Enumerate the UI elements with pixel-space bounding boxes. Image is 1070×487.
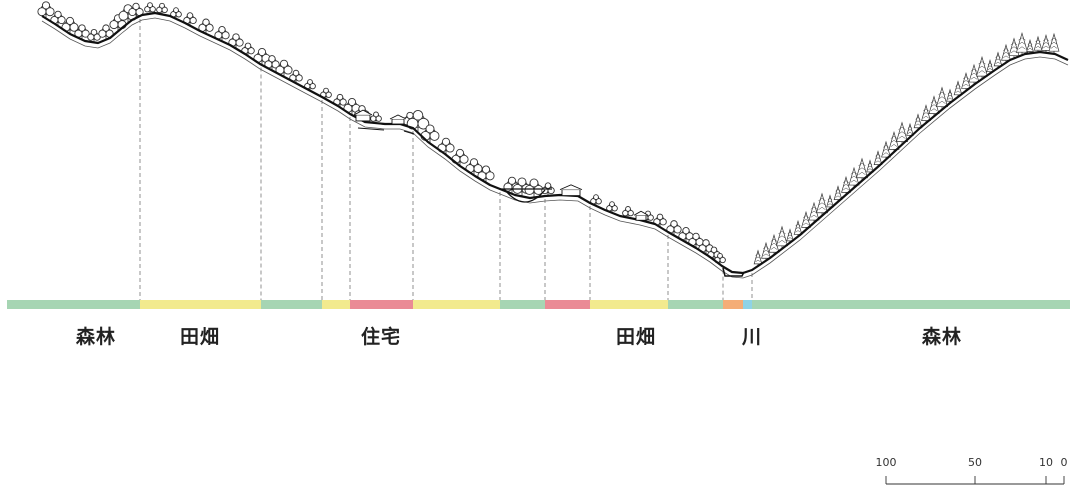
deciduous-tree-icon — [61, 16, 79, 34]
band-farmland-3 — [322, 300, 350, 309]
deciduous-tree-icon — [214, 26, 230, 42]
band-road-10 — [723, 300, 743, 309]
structures-layer — [353, 109, 745, 277]
deciduous-tree-icon — [183, 12, 197, 26]
conifer-tree-icon — [1041, 33, 1051, 53]
conifer-tree-icon — [841, 175, 851, 195]
band-river-11 — [743, 300, 752, 309]
scale-bar — [885, 476, 1065, 485]
conifer-tree-icon — [906, 122, 914, 138]
conifer-tree-icon — [968, 63, 980, 85]
conifer-tree-icon — [946, 88, 954, 103]
vegetation-layer — [37, 1, 1060, 266]
band-residential-7 — [545, 300, 590, 309]
label-residential: 住宅 — [360, 326, 402, 348]
arch-bridge-icon — [504, 189, 546, 203]
boundary-guide-lines — [139, 19, 753, 300]
house-icon — [389, 114, 407, 125]
conifer-tree-icon — [833, 185, 843, 202]
conifer-tree-icon — [1033, 35, 1043, 53]
conifer-tree-icon — [873, 150, 883, 167]
conifer-tree-icon — [1001, 43, 1011, 63]
conifer-tree-icon — [793, 219, 803, 237]
scale-tick-label-10: 10 — [1039, 456, 1053, 469]
terrace-line — [357, 127, 385, 131]
scale-tick-label-50: 50 — [968, 456, 982, 469]
river-channel-icon — [722, 267, 745, 277]
conifer-tree-icon — [921, 104, 931, 123]
band-forest-6 — [500, 300, 545, 309]
conifer-tree-icon — [753, 249, 763, 266]
deciduous-tree-icon — [253, 47, 271, 66]
terrain-profile-line — [41, 11, 1069, 275]
conifer-tree-icon — [928, 95, 940, 117]
conifer-tree-icon — [961, 71, 971, 91]
conifer-tree-icon — [768, 233, 780, 255]
deciduous-tree-icon — [170, 7, 182, 19]
deciduous-tree-icon — [370, 111, 382, 124]
conifer-tree-icon — [953, 80, 963, 97]
deciduous-tree-icon — [156, 2, 168, 15]
deciduous-tree-icon — [37, 1, 55, 19]
label-farmland-right: 田畑 — [615, 326, 657, 348]
deciduous-tree-icon — [698, 239, 714, 255]
conifer-tree-icon — [776, 225, 788, 249]
conifer-tree-icon — [881, 140, 891, 160]
conifer-tree-icon — [1016, 31, 1028, 56]
deciduous-tree-icon — [74, 24, 90, 40]
band-farmland-8 — [590, 300, 668, 309]
land-use-band-strip — [7, 300, 1070, 309]
conifer-tree-icon — [856, 157, 868, 181]
house-icon — [633, 210, 649, 221]
band-farmland-1 — [140, 300, 261, 309]
deciduous-tree-icon — [144, 2, 156, 14]
conifer-tree-icon — [993, 51, 1003, 68]
band-forest-0 — [7, 300, 140, 309]
terrain-underline — [41, 17, 1069, 279]
label-farmland-left: 田畑 — [179, 326, 221, 348]
deciduous-tree-icon — [228, 33, 244, 49]
conifer-tree-icon — [1026, 38, 1034, 54]
conifer-tree-icon — [936, 86, 948, 110]
label-forest-left: 森林 — [75, 326, 117, 348]
conifer-tree-icon — [896, 121, 908, 145]
band-residential-4 — [350, 300, 413, 309]
conifer-tree-icon — [1048, 32, 1060, 54]
scale-tick-label-100: 100 — [875, 456, 897, 469]
deciduous-tree-icon — [128, 2, 144, 18]
conifer-tree-icon — [976, 55, 988, 80]
deciduous-tree-icon — [590, 194, 602, 206]
deciduous-tree-icon — [451, 148, 469, 166]
band-forest-12 — [752, 300, 1070, 309]
conifer-tree-icon — [913, 113, 923, 130]
label-river: 川 — [741, 326, 763, 348]
house-icon — [353, 109, 373, 122]
conifer-tree-icon — [786, 228, 794, 243]
deciduous-tree-icon — [524, 178, 544, 198]
deciduous-tree-icon — [87, 28, 101, 43]
terrace-line — [403, 130, 415, 135]
house-icon — [559, 184, 583, 197]
deciduous-tree-icon — [622, 206, 634, 218]
conifer-tree-icon — [761, 241, 771, 261]
conifer-tree-icon — [826, 194, 834, 209]
deciduous-tree-icon — [714, 252, 726, 265]
band-farmland-5 — [413, 300, 500, 309]
conifer-tree-icon — [816, 192, 828, 216]
conifer-tree-icon — [848, 166, 860, 188]
label-forest-right: 森林 — [921, 326, 963, 348]
deciduous-tree-icon — [707, 246, 721, 260]
conifer-tree-icon — [866, 159, 874, 174]
band-forest-9 — [668, 300, 723, 309]
deciduous-tree-icon — [437, 137, 455, 155]
scale-tick-label-0: 0 — [1060, 456, 1068, 469]
conifer-tree-icon — [801, 210, 811, 230]
conifer-tree-icon — [808, 201, 820, 223]
deciduous-tree-icon — [98, 24, 114, 40]
conifer-tree-icon — [986, 59, 994, 74]
band-forest-2 — [261, 300, 322, 309]
